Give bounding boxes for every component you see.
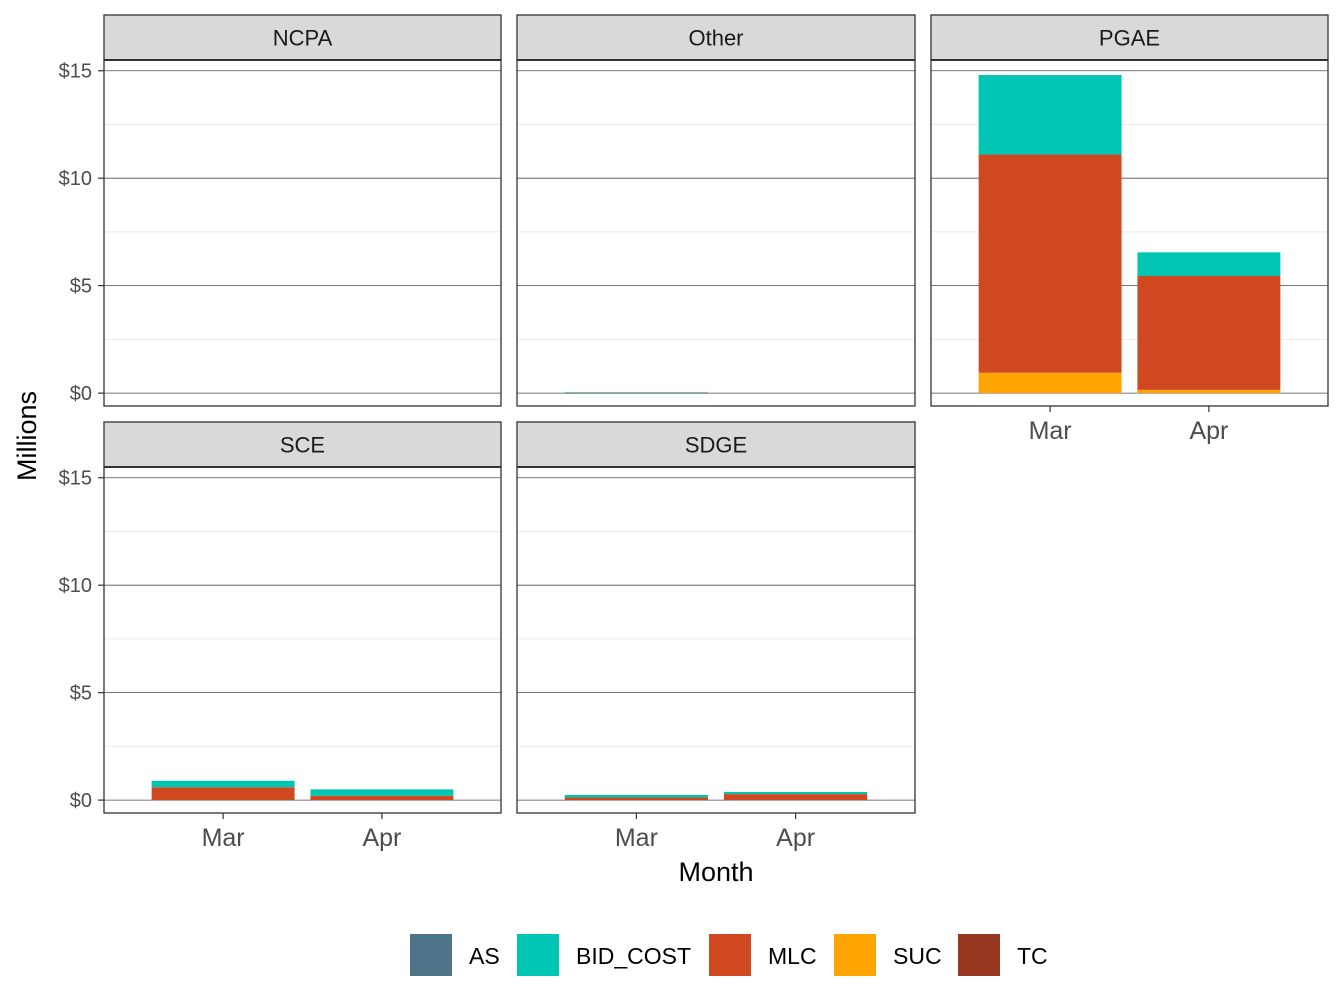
legend-label-suc: SUC [893,943,942,969]
bar-pgae-mar-bid-cost [978,75,1122,155]
bar-other-mar-bid-cost [564,392,709,394]
legend-key-as [410,934,452,976]
legend-label-as: AS [469,943,500,969]
strip-sdge [516,421,916,468]
bar-sdge-mar-bid-cost [564,794,709,798]
bar-sdge-apr-mlc [723,794,868,801]
y-tick-label: $0 [70,790,92,812]
x-tick-label: Mar [202,824,245,852]
bar-pgae-apr-mlc [1137,275,1281,390]
y-tick-label: $10 [59,168,92,190]
strip-label-sdge: SDGE [685,433,747,458]
bar-sce-apr-bid-cost [310,789,454,796]
y-tick-label: $10 [59,575,92,597]
bar-sce-mar-bid-cost [151,780,295,788]
legend-label-bid-cost: BID_COST [576,943,691,969]
y-tick-label: $15 [59,61,92,83]
legend-key-mlc [709,934,751,976]
bar-sce-mar-mlc [151,787,295,801]
panel-ncpa-background [104,60,501,406]
bar-other-mar-mlc [564,392,709,394]
bar-pgae-apr-suc [1137,389,1281,394]
bar-pgae-apr-bid-cost [1137,252,1281,276]
y-tick-label: $15 [59,468,92,490]
panel-sce-background [104,467,501,813]
strip-label-other: Other [688,26,743,51]
x-tick-label: Mar [615,824,658,852]
strip-sce [103,421,502,468]
legend-key-bid-cost [517,934,559,976]
bar-pgae-mar-suc [978,372,1122,394]
strip-label-sce: SCE [280,433,325,458]
legend-key-suc [834,934,876,976]
y-tick-label: $5 [70,276,92,298]
bar-sdge-apr-bid-cost [723,791,868,795]
y-tick-label: $0 [70,383,92,405]
y-tick-label: $5 [70,683,92,705]
bar-sdge-mar-mlc [564,797,709,801]
x-axis-title: Month [678,857,753,887]
x-tick-label: Mar [1029,417,1072,445]
legend-label-tc: TC [1017,943,1048,969]
strip-pgae [930,14,1329,61]
strip-label-ncpa: NCPA [273,26,333,51]
legend-key-tc [958,934,1000,976]
strip-label-pgae: PGAE [1099,26,1160,51]
x-tick-label: Apr [1189,417,1228,445]
y-axis-title: Millions [12,391,42,481]
bar-sce-apr-mlc [310,795,454,801]
panel-sdge-background [517,467,915,813]
bar-pgae-mar-mlc [978,154,1122,373]
legend-label-mlc: MLC [768,943,817,969]
strip-ncpa [103,14,502,61]
panel-other-background [517,60,915,406]
x-tick-label: Apr [776,824,815,852]
x-tick-label: Apr [362,824,401,852]
